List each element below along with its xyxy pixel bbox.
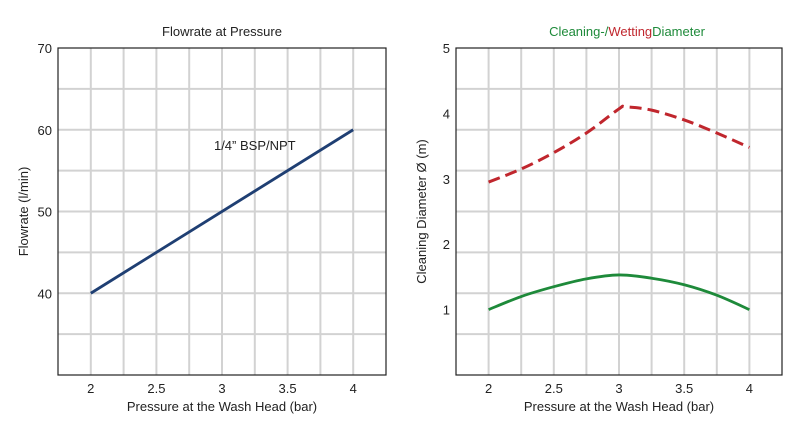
x-tick-label: 2 <box>87 381 94 396</box>
chart-title-part: Wetting <box>608 24 652 39</box>
x-tick-label: 3 <box>218 381 225 396</box>
x-tick-label: 4 <box>350 381 357 396</box>
x-tick-label: 4 <box>746 381 753 396</box>
y-tick-label: 4 <box>443 106 450 121</box>
plot-frame <box>57 47 387 376</box>
x-axis-label: Pressure at the Wash Head (bar) <box>127 399 317 414</box>
y-tick-label: 60 <box>38 123 52 138</box>
y-tick-label: 70 <box>38 41 52 56</box>
y-tick-label: 5 <box>443 41 450 56</box>
y-tick-label: 2 <box>443 237 450 252</box>
y-tick-label: 50 <box>38 205 52 220</box>
y-tick-label: 1 <box>443 303 450 318</box>
chart-2: 2 2.5 3 3.5 4 1 2 3 4 5 Cleaning-/WettingDiameter P… <box>414 24 783 414</box>
x-tick-label: 3.5 <box>279 381 297 396</box>
x-tick-label: 2.5 <box>545 381 563 396</box>
chart-title-part: Diameter <box>652 24 705 39</box>
x-tick-label: 3 <box>615 381 622 396</box>
chart-title-part: Cleaning-/ <box>549 24 609 39</box>
y-axis-label: Cleaning Diameter Ø (m) <box>414 139 429 284</box>
chart-title: Cleaning-/WettingDiameter <box>549 24 706 39</box>
x-tick-label: 2.5 <box>147 381 165 396</box>
series-line-2 <box>488 273 750 311</box>
x-tick-label: 2 <box>485 381 492 396</box>
x-tick-label: 3.5 <box>675 381 693 396</box>
series-line-1 <box>488 104 751 184</box>
plot-frame <box>455 47 783 376</box>
y-axis-label: Flowrate (l/min) <box>16 167 31 257</box>
chart-title: Flowrate at Pressure <box>162 24 282 39</box>
x-axis-label: Pressure at the Wash Head (bar) <box>524 399 714 414</box>
chart-1: 2 2.5 3 3.5 4 40 50 60 70 Flowrate at Pressure Pre… <box>16 24 387 414</box>
series-annotation: 1/4” BSP/NPT <box>214 138 296 153</box>
y-tick-label: 40 <box>38 286 52 301</box>
y-tick-label: 3 <box>443 172 450 187</box>
series-line-1 <box>90 128 354 295</box>
